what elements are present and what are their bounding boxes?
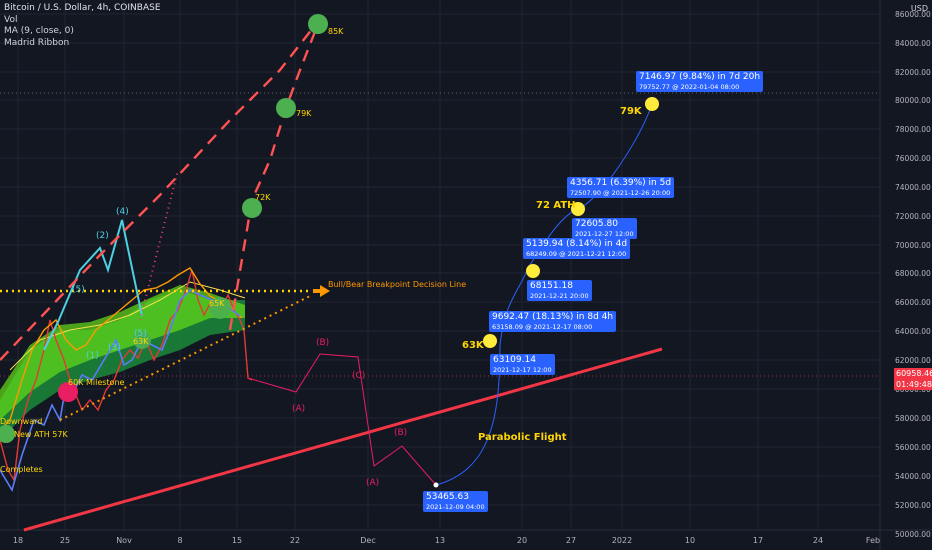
left-text-completes: Completes xyxy=(0,465,43,474)
measure-box-leg2[interactable]: 5139.94 (8.14%) in 4d 68249.09 @ 2021-12-… xyxy=(523,238,631,259)
svg-text:52000.00: 52000.00 xyxy=(895,501,931,510)
measure-box-low[interactable]: 53465.63 2021-12-09 04:00 xyxy=(423,491,488,512)
chart-legend: Bitcoin / U.S. Dollar, 4h, COINBASE Vol … xyxy=(4,3,161,49)
left-text-downward: Downward xyxy=(0,417,42,426)
svg-text:76000.00: 76000.00 xyxy=(895,154,931,163)
yellow-marker-63k xyxy=(483,334,497,348)
measure-box-leg1[interactable]: 9692.47 (18.13%) in 8d 4h 63158.09 @ 2021… xyxy=(489,311,617,332)
svg-text:74000.00: 74000.00 xyxy=(895,183,931,192)
breakpoint-arrow xyxy=(313,285,330,297)
svg-text:Feb: Feb xyxy=(866,536,880,545)
wave-5a: (5) xyxy=(72,285,85,295)
measure-box-68151[interactable]: 68151.18 2021-12-21 20:00 xyxy=(527,280,592,301)
svg-text:54000.00: 54000.00 xyxy=(895,472,931,481)
marker-63k xyxy=(133,331,151,349)
svg-text:50000.00: 50000.00 xyxy=(895,530,931,539)
svg-text:18: 18 xyxy=(13,536,23,545)
wave-a1: (A) xyxy=(292,404,305,414)
magenta-dotted-line xyxy=(139,169,179,321)
svg-text:Nov: Nov xyxy=(116,536,132,545)
measure-box-72605[interactable]: 72605.80 2021-12-27 12:00 xyxy=(572,218,637,239)
label-72-ath: 72 ATH xyxy=(536,200,576,211)
symbol-title[interactable]: Bitcoin / U.S. Dollar, 4h, COINBASE xyxy=(4,3,161,13)
svg-text:78000.00: 78000.00 xyxy=(895,125,931,134)
label-72k: 72K xyxy=(255,193,271,202)
currency-label: USD xyxy=(910,4,928,13)
measure-box-63109[interactable]: 63109.14 2021-12-17 12:00 xyxy=(490,354,555,375)
svg-text:66000.00: 66000.00 xyxy=(895,298,931,307)
label-79k-right: 79K xyxy=(620,106,643,117)
svg-text:56000.00: 56000.00 xyxy=(895,443,931,452)
indicator-vol[interactable]: Vol xyxy=(4,14,18,25)
measure-box-leg3[interactable]: 4356.71 (6.39%) in 5d 72507.90 @ 2021-12-… xyxy=(567,177,675,198)
yellow-marker-68k xyxy=(526,264,540,278)
fan-line-lower xyxy=(228,23,320,331)
wave-c1: (C) xyxy=(352,371,365,381)
svg-text:70000.00: 70000.00 xyxy=(895,241,931,250)
y-axis-ticks: 86000.00 84000.00 82000.00 80000.00 7800… xyxy=(895,10,931,539)
svg-text:62000.00: 62000.00 xyxy=(895,356,931,365)
svg-text:20: 20 xyxy=(517,536,527,545)
svg-text:24: 24 xyxy=(813,536,823,545)
blue-wave-line xyxy=(0,289,241,492)
yellow-trend-dotted xyxy=(59,295,311,421)
svg-text:17: 17 xyxy=(753,536,763,545)
svg-text:84000.00: 84000.00 xyxy=(895,39,931,48)
label-63k-left: 63K xyxy=(133,337,149,346)
svg-text:72000.00: 72000.00 xyxy=(895,212,931,221)
fan-line-upper xyxy=(0,23,317,361)
svg-text:82000.00: 82000.00 xyxy=(895,68,931,77)
label-85k: 85K xyxy=(328,27,344,36)
marker-79k xyxy=(276,98,296,118)
svg-text:22: 22 xyxy=(290,536,300,545)
svg-text:13: 13 xyxy=(435,536,445,545)
svg-text:80000.00: 80000.00 xyxy=(895,96,931,105)
yellow-marker-72k xyxy=(571,202,585,216)
elliott-wave-line xyxy=(43,219,143,351)
svg-text:15: 15 xyxy=(232,536,242,545)
wave-5b: (5) xyxy=(134,329,147,339)
left-text-ath: New ATH 57K xyxy=(14,430,68,439)
marker-65k xyxy=(209,297,231,319)
label-63k-right: 63K xyxy=(462,340,485,351)
wave-b2: (B) xyxy=(394,428,407,438)
svg-text:64000.00: 64000.00 xyxy=(895,327,931,336)
wave-a2: (A) xyxy=(366,478,379,488)
svg-text:2022: 2022 xyxy=(612,536,632,545)
breakpoint-label: Bull/Bear Breakpoint Decision Line xyxy=(328,280,466,289)
label-65k: 65K xyxy=(209,299,225,308)
indicator-ma[interactable]: MA (9, close, 0) xyxy=(4,26,74,36)
svg-text:25: 25 xyxy=(60,536,70,545)
wave-4: (4) xyxy=(116,207,129,217)
svg-text:27: 27 xyxy=(566,536,576,545)
marker-left-63k xyxy=(0,425,15,443)
left-text-milestone: 60K Milestone xyxy=(68,378,125,387)
marker-85k xyxy=(308,14,328,34)
orange-ma-line xyxy=(0,267,243,431)
support-line xyxy=(23,347,663,532)
wave-3: (3) xyxy=(108,343,121,353)
svg-text:68000.00: 68000.00 xyxy=(895,269,931,278)
svg-text:Dec: Dec xyxy=(360,536,375,545)
measure-box-leg4[interactable]: 7146.97 (9.84%) in 7d 20h 79752.77 @ 2022… xyxy=(636,71,764,92)
parabolic-label: Parabolic Flight xyxy=(478,432,567,443)
indicator-ribbon[interactable]: Madrid Ribbon xyxy=(4,37,70,48)
wave-b1: (B) xyxy=(316,338,329,348)
wave-1: (1) xyxy=(86,351,99,361)
wave-2: (2) xyxy=(96,231,109,241)
svg-text:58000.00: 58000.00 xyxy=(895,414,931,423)
x-axis-ticks: 18 25 Nov 8 15 22 Dec 13 20 27 2022 10 1… xyxy=(13,536,880,545)
svg-text:10: 10 xyxy=(685,536,695,545)
label-79k: 79K xyxy=(296,109,312,118)
marker-72k xyxy=(242,198,262,218)
svg-text:8: 8 xyxy=(177,536,182,545)
yellow-marker-79k xyxy=(645,97,659,111)
marker-60k-milestone xyxy=(58,382,78,402)
svg-text:86000.00: 86000.00 xyxy=(895,10,931,19)
last-price-tag: 60958.46 01:49:48 xyxy=(894,368,932,390)
correction-path xyxy=(247,353,437,486)
